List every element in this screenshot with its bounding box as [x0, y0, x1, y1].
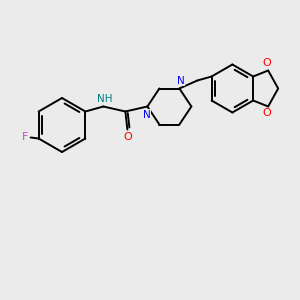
Text: N: N [176, 76, 184, 85]
Text: O: O [263, 109, 272, 118]
Text: N: N [142, 110, 150, 119]
Text: F: F [21, 133, 28, 142]
Text: O: O [123, 131, 132, 142]
Text: NH: NH [97, 94, 112, 104]
Text: O: O [263, 58, 272, 68]
